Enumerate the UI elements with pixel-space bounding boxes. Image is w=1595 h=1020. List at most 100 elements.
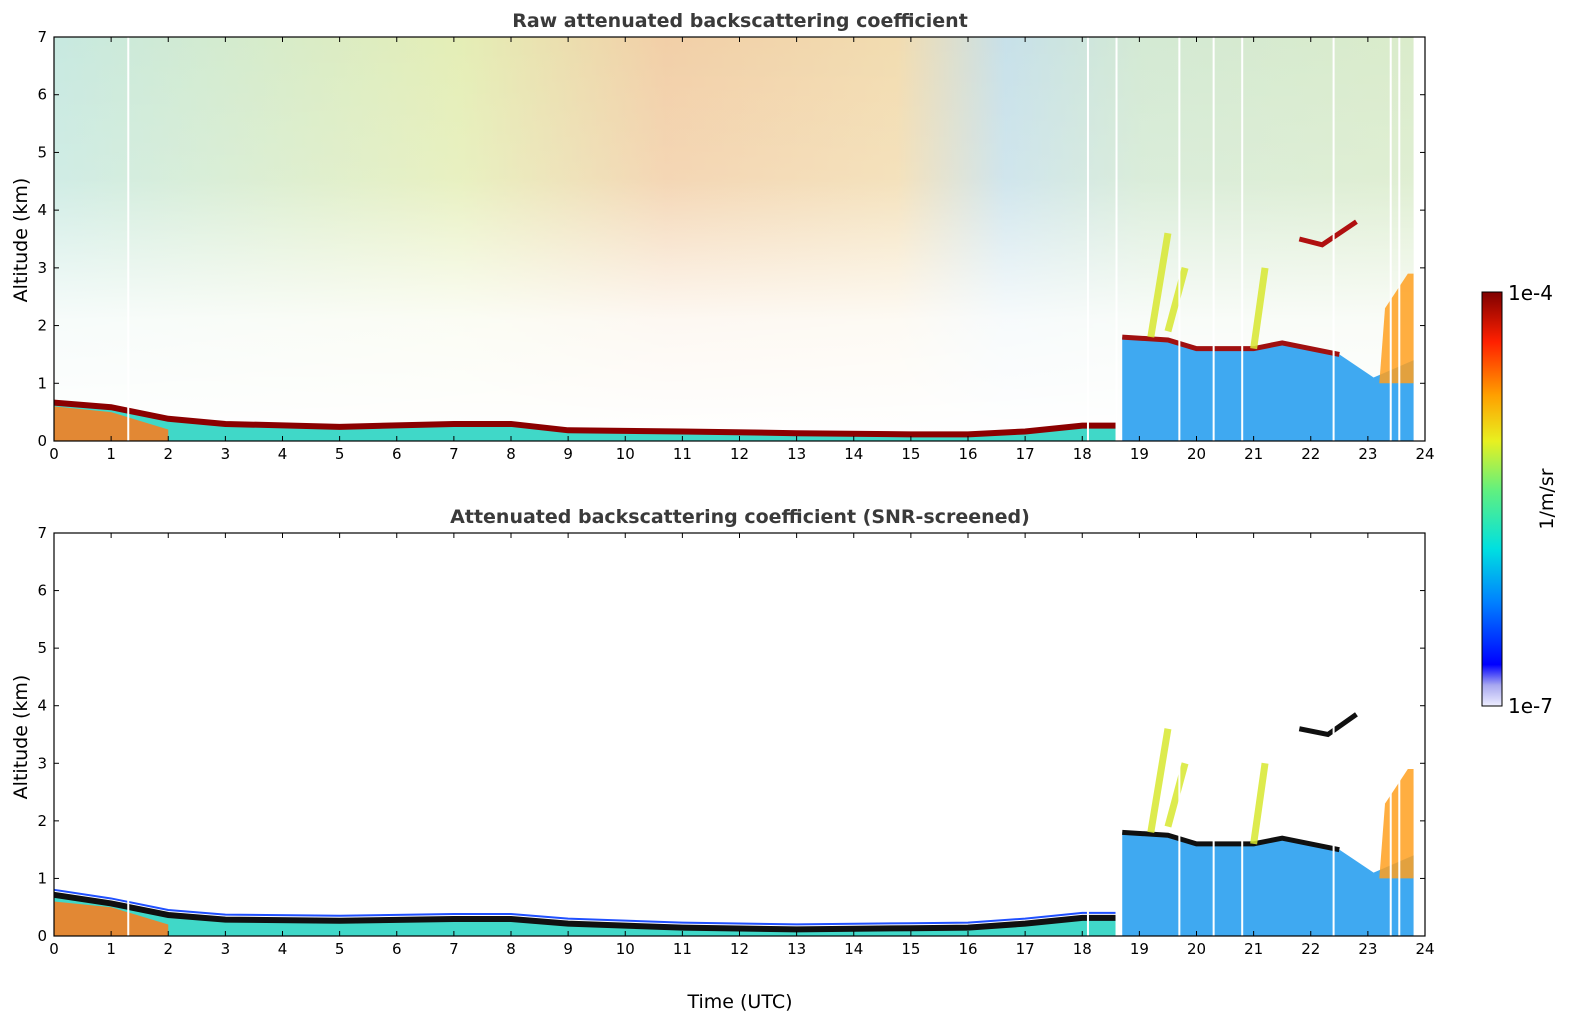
y-tick-label: 2 bbox=[37, 812, 47, 830]
fall-streak bbox=[1250, 267, 1269, 350]
x-tick-label: 14 bbox=[844, 940, 863, 958]
boundary-layer-aerosol bbox=[54, 400, 1117, 441]
x-tick-label: 14 bbox=[844, 445, 863, 463]
x-tick-label: 24 bbox=[1415, 940, 1434, 958]
x-tick-label: 16 bbox=[958, 940, 977, 958]
cloud-boundary-signal bbox=[1122, 337, 1414, 441]
y-axis-label-raw: Altitude (km) bbox=[10, 178, 32, 303]
cloud-base-layer bbox=[1122, 334, 1340, 357]
late-cloud bbox=[1379, 769, 1414, 879]
x-tick-label: 12 bbox=[730, 940, 749, 958]
y-tick-label: 5 bbox=[37, 639, 47, 657]
y-tick-label: 1 bbox=[37, 869, 47, 887]
boundary-layer-aerosol bbox=[54, 892, 1117, 936]
x-tick-label: 15 bbox=[901, 445, 920, 463]
elevated-cloud-layer bbox=[1298, 712, 1358, 738]
fall-streak bbox=[1164, 266, 1189, 333]
x-tick-label: 9 bbox=[563, 940, 573, 958]
y-tick-label: 7 bbox=[37, 524, 47, 542]
x-tick-label: 5 bbox=[335, 445, 345, 463]
y-tick-label: 4 bbox=[37, 697, 47, 715]
x-tick-label: 3 bbox=[221, 940, 231, 958]
x-tick-label: 21 bbox=[1244, 940, 1263, 958]
backscatter-heatmap-snr bbox=[53, 533, 1414, 936]
boundary-layer-edge bbox=[53, 888, 1117, 926]
x-tick-label: 15 bbox=[901, 940, 920, 958]
x-tick-label: 2 bbox=[163, 445, 173, 463]
x-tick-label: 16 bbox=[958, 445, 977, 463]
fall-streak bbox=[1147, 232, 1172, 338]
x-tick-label: 11 bbox=[673, 940, 692, 958]
y-tick-label: 0 bbox=[37, 927, 47, 945]
x-tick-label: 7 bbox=[449, 445, 459, 463]
x-axis-raw: 0 1 2 3 4 5 6 7 8 9 10 11 12 13 14 15 16 17 18 19 20 21 22 23 24 bbox=[49, 37, 1435, 463]
y-axis-raw: 0 1 2 3 4 5 6 7 bbox=[37, 28, 1425, 450]
colorbar: 1e-4 1e-7 1/m/sr bbox=[1481, 281, 1558, 718]
y-tick-label: 4 bbox=[37, 201, 47, 219]
x-tick-label: 8 bbox=[506, 940, 516, 958]
x-tick-label: 12 bbox=[730, 445, 749, 463]
x-tick-label: 22 bbox=[1301, 445, 1320, 463]
x-tick-label: 6 bbox=[392, 445, 402, 463]
x-tick-label: 2 bbox=[163, 940, 173, 958]
x-axis-label: Time (UTC) bbox=[686, 991, 792, 1013]
x-tick-label: 23 bbox=[1358, 940, 1377, 958]
x-tick-label: 17 bbox=[1016, 445, 1035, 463]
chart-title-snr: Attenuated backscattering coefficient (S… bbox=[450, 506, 1030, 528]
x-tick-label: 13 bbox=[787, 940, 806, 958]
x-tick-label: 23 bbox=[1358, 445, 1377, 463]
panel-snr: Attenuated backscattering coefficient (S… bbox=[10, 506, 1435, 1013]
x-tick-label: 9 bbox=[563, 445, 573, 463]
colorbar-units-label: 1/m/sr bbox=[1536, 468, 1558, 529]
y-tick-label: 3 bbox=[37, 259, 47, 277]
x-tick-label: 13 bbox=[787, 445, 806, 463]
late-cloud bbox=[1379, 273, 1414, 384]
x-tick-label: 18 bbox=[1073, 940, 1092, 958]
x-tick-label: 19 bbox=[1130, 445, 1149, 463]
x-axis-snr: 0 1 2 3 4 5 6 7 8 9 10 11 12 13 14 15 16 17 18 19 20 21 22 23 24 bbox=[49, 533, 1435, 958]
y-tick-label: 7 bbox=[37, 28, 47, 46]
panel-raw: Raw attenuated backscattering coefficien… bbox=[10, 10, 1435, 463]
y-tick-label: 5 bbox=[37, 143, 47, 161]
y-tick-label: 6 bbox=[37, 86, 47, 104]
x-tick-label: 11 bbox=[673, 445, 692, 463]
x-tick-label: 4 bbox=[278, 940, 288, 958]
x-tick-label: 17 bbox=[1016, 940, 1035, 958]
boundary-layer-top bbox=[53, 891, 1117, 933]
x-tick-label: 10 bbox=[616, 445, 635, 463]
y-tick-label: 6 bbox=[37, 582, 47, 600]
cloud-boundary-signal bbox=[1122, 832, 1414, 936]
backscatter-heatmap-raw bbox=[53, 37, 1414, 441]
y-axis-snr: 0 1 2 3 4 5 6 7 bbox=[37, 524, 1425, 945]
x-tick-label: 8 bbox=[506, 445, 516, 463]
y-tick-label: 2 bbox=[37, 317, 47, 335]
x-tick-label: 7 bbox=[449, 940, 459, 958]
boundary-layer-top bbox=[53, 399, 1117, 438]
colorbar-min-label: 1e-7 bbox=[1508, 694, 1553, 718]
x-tick-label: 20 bbox=[1187, 445, 1206, 463]
near-surface-aerosol bbox=[54, 406, 169, 441]
colorbar-gradient bbox=[1481, 291, 1503, 707]
x-tick-label: 3 bbox=[221, 445, 231, 463]
elevated-cloud-layer bbox=[1298, 219, 1358, 248]
x-tick-label: 1 bbox=[106, 445, 116, 463]
chart-title-raw: Raw attenuated backscattering coefficien… bbox=[512, 10, 968, 32]
x-tick-label: 6 bbox=[392, 940, 402, 958]
x-tick-label: 18 bbox=[1073, 445, 1092, 463]
y-tick-label: 0 bbox=[37, 432, 47, 450]
x-tick-label: 0 bbox=[49, 940, 59, 958]
fall-streak bbox=[1164, 762, 1189, 828]
x-tick-label: 24 bbox=[1415, 445, 1434, 463]
fall-streak bbox=[1250, 762, 1269, 845]
near-surface-aerosol bbox=[54, 901, 169, 936]
y-tick-label: 1 bbox=[37, 374, 47, 392]
colorbar-max-label: 1e-4 bbox=[1508, 281, 1553, 305]
x-tick-label: 20 bbox=[1187, 940, 1206, 958]
x-tick-label: 1 bbox=[106, 940, 116, 958]
x-tick-label: 0 bbox=[49, 445, 59, 463]
y-tick-label: 3 bbox=[37, 754, 47, 772]
fall-streak bbox=[1147, 728, 1172, 833]
x-tick-label: 21 bbox=[1244, 445, 1263, 463]
x-tick-label: 19 bbox=[1130, 940, 1149, 958]
